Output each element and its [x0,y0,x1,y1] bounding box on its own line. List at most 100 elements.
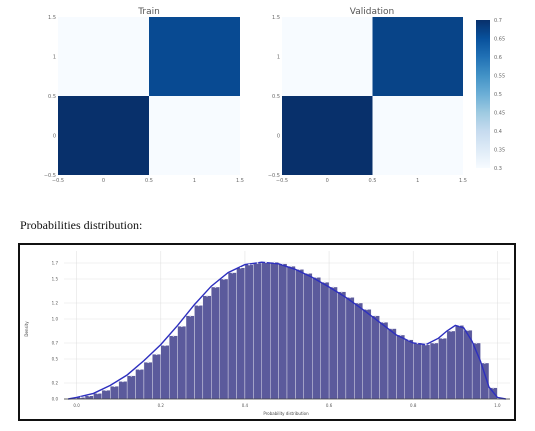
x-tick-label: 1.5 [459,178,467,184]
histogram-bar [404,339,414,400]
y-tick-label: 0.5 [52,357,59,362]
x-tick-label: 0 [102,178,105,184]
histogram-bar [261,262,271,400]
y-tick-label: 0.5 [272,94,280,100]
density-point [366,308,368,311]
histogram-bar [202,295,212,400]
density-point [391,327,394,330]
density-point [222,278,225,280]
x-tick-label: −0.5 [276,178,288,184]
density-point [357,302,360,304]
density-point [433,342,436,344]
colorbar-tick-label: 0.5 [494,92,502,98]
x-tick-label: 0.4 [242,403,249,408]
density-point [88,394,91,397]
validation-cells [282,17,463,175]
histogram-bar [438,338,448,400]
x-tick-label: 0.2 [158,403,165,408]
colorbar-tick-label: 0.3 [494,166,502,172]
y-tick-label: 1.2 [52,301,59,306]
density-point [475,342,478,344]
y-tick-label: 1.0 [52,317,59,322]
density-point [340,290,343,293]
histogram-bar [269,262,279,400]
heatmap-cell [372,96,463,175]
density-point [416,342,419,344]
histogram-bar [194,305,204,400]
density-point [147,361,150,364]
heatmap-cell [282,17,373,96]
x-tick-label: 0.6 [326,403,333,408]
density-point [382,321,385,324]
x-tick-label: 1.5 [236,178,244,184]
distribution-x-label: Probability distribution [263,411,309,416]
histogram-bar [278,263,288,400]
y-tick-label: 0.0 [52,397,59,402]
histogram-bar [362,309,372,400]
distribution-panel: 0.0 0.2 0.4 0.6 0.8 1.0 0.0 0.2 0.5 0.7 1.0 1.2 1.5… [18,243,516,421]
density-point [281,262,284,265]
density-point [441,337,444,340]
density-point [239,266,242,269]
histogram-bar [337,291,347,400]
train-cells [58,17,240,175]
heatmap-cell [149,17,240,96]
x-tick-label: 0.8 [410,403,417,408]
x-tick-label: 1 [193,178,196,184]
histogram-bar [429,342,439,400]
histogram-bar [101,390,111,400]
density-point [492,386,495,389]
density-points [79,261,495,399]
y-tick-label: 0.2 [52,381,59,386]
density-point [332,286,335,288]
validation-title: Validation [350,7,394,17]
histogram-bar [211,286,220,400]
density-point [483,362,486,364]
histogram-bar [303,273,313,400]
density-point [130,374,133,377]
x-tick-label: 0 [326,178,329,184]
density-curve [68,261,506,400]
density-point [323,281,326,284]
histogram-bar [345,297,355,400]
x-tick-label: 1.0 [494,403,501,408]
heatmap-cell [58,96,149,175]
train-heatmap: Train −0.5 0 0.5 1 1.5 −0.5 0 0.5 1 1.5 [44,7,244,184]
y-tick-label: −0.5 [44,173,56,179]
distribution-x-ticks: 0.0 0.2 0.4 0.6 0.8 1.0 [73,403,501,408]
distribution-y-ticks: 0.0 0.2 0.5 0.7 1.0 1.2 1.5 1.7 [52,261,59,402]
colorbar-tick-label: 0.65 [494,37,505,43]
x-tick-label: 0.5 [369,178,377,184]
density-point [248,263,251,266]
density-point [450,330,452,332]
density-point [122,380,124,383]
density-point [265,261,267,264]
x-tick-label: 1 [416,178,419,184]
histogram-bar [185,315,195,400]
density-point [164,344,166,347]
histogram-bar [219,278,229,400]
histogram-bar [370,315,380,400]
y-tick-label: 1.7 [52,261,59,266]
y-tick-label: 1.5 [272,15,280,21]
histogram-bar [169,335,178,400]
histogram-bar [328,286,338,400]
density-point [458,324,461,327]
density-point [155,353,158,356]
histogram-bar [126,375,136,400]
density-point [290,265,293,268]
distribution-y-label: Density [24,321,29,337]
colorbar-tick-label: 0.7 [494,18,502,24]
density-point [256,262,259,264]
y-tick-label: 1.5 [52,277,59,282]
train-y-ticks: −0.5 0 0.5 1 1.5 [44,15,56,179]
histogram-bar [152,354,161,400]
histogram-bar [387,328,397,400]
density-point [307,272,309,275]
histogram-bar [236,267,246,400]
histogram-bar [320,282,330,400]
y-tick-label: 0.7 [52,341,59,346]
density-point [197,304,200,307]
validation-x-ticks: −0.5 0 0.5 1 1.5 [276,178,467,184]
distribution-chart: 0.0 0.2 0.4 0.6 0.8 1.0 0.0 0.2 0.5 0.7 1.0 1.2 1.5… [24,251,510,416]
